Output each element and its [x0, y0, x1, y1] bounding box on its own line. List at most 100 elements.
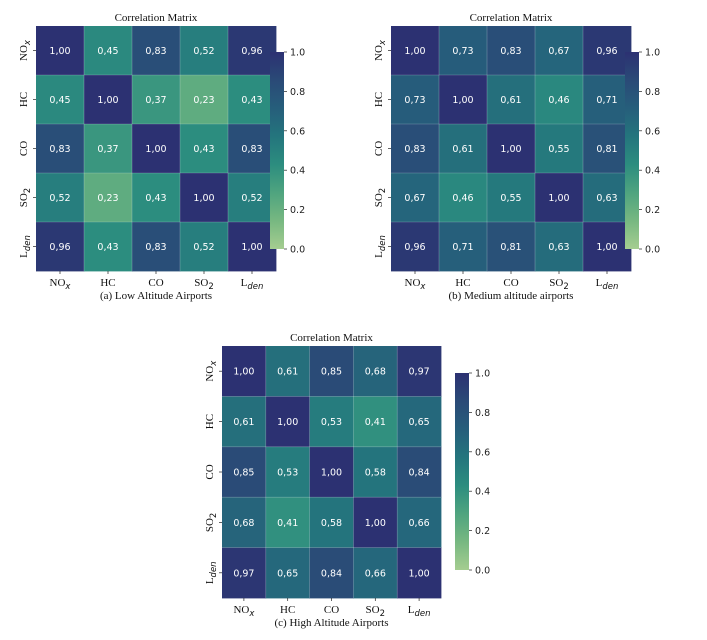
heatmap-cell [36, 222, 85, 272]
colorbar: 0.0 0.2 0.4 0.6 0.8 1.0 [270, 48, 305, 256]
chart-title: Correlation Matrix [290, 332, 373, 344]
cell-value-label: 0,83 [404, 144, 425, 155]
cell-value-label: 0,81 [596, 144, 617, 155]
x-tick-label: Lden [596, 277, 619, 292]
heatmap-cell [309, 547, 354, 599]
heatmap-cell [583, 124, 632, 174]
colorbar-tick-label: 0.2 [290, 205, 305, 216]
heatmap-cell [132, 222, 181, 272]
heatmap-cell [353, 396, 398, 448]
heatmap-cell [265, 547, 310, 599]
x-tick-label-subscript: 2 [208, 282, 213, 292]
cell-value-label: 0,23 [193, 95, 214, 106]
heatmap-cell [309, 396, 354, 448]
colorbar-tick-label: 0.4 [290, 166, 305, 177]
heatmap-cell [222, 396, 267, 448]
heatmap-cell [439, 124, 488, 174]
heatmap-cell [180, 124, 229, 174]
heatmap-cell [535, 124, 584, 174]
cell-value-label: 0,63 [548, 242, 569, 253]
colorbar-tick-label: 0.4 [475, 487, 490, 498]
y-tick-label: SO2 [373, 188, 388, 207]
chart-title: Correlation Matrix [115, 12, 198, 24]
cell-value-label: 0,65 [277, 568, 298, 579]
colorbar-tick-label: 0.0 [290, 245, 305, 256]
x-tick-label-subscript: x [64, 282, 71, 292]
colorbar-gradient [270, 52, 284, 249]
heatmap-cell [583, 26, 632, 76]
cell-value-label: 0,61 [277, 367, 298, 378]
heatmap-cell [84, 75, 133, 125]
heatmap-cell [36, 75, 85, 125]
x-tick-label: Lden [408, 604, 431, 619]
colorbar-tick-label: 0.4 [645, 166, 660, 177]
cell-value-label: 1,00 [596, 242, 617, 253]
heatmap-cell [397, 446, 442, 498]
cell-value-label: 0,84 [409, 468, 430, 479]
cell-value-label: 0,96 [596, 46, 617, 57]
cell-value-label: 0,52 [193, 242, 214, 253]
cell-value-label: 0,55 [500, 193, 521, 204]
colorbar-tick-label: 0.0 [645, 245, 660, 256]
figure-caption: (c) High Altitude Airports [275, 617, 389, 629]
cell-value-label: 0,41 [365, 417, 386, 428]
cell-value-label: 0,67 [548, 46, 569, 57]
x-tick-label: CO [148, 277, 163, 289]
cell-value-label: 0,71 [452, 242, 473, 253]
cell-value-label: 0,73 [452, 46, 473, 57]
colorbar-tick-label: 0.8 [290, 87, 305, 98]
y-tick-label: NOx [18, 39, 33, 61]
x-tick-label: HC [455, 277, 470, 289]
heatmap-cell [487, 222, 536, 272]
y-tick-label-subscript: den [23, 235, 33, 251]
cell-value-label: 0,52 [241, 193, 262, 204]
cell-value-label: 0,97 [233, 568, 254, 579]
colorbar: 0.0 0.2 0.4 0.6 0.8 1.0 [625, 48, 660, 256]
colorbar-tick-label: 0.8 [475, 408, 490, 419]
colorbar-tick-label: 0.2 [645, 205, 660, 216]
cell-value-label: 0,96 [241, 46, 262, 57]
chart-title: Correlation Matrix [470, 12, 553, 24]
x-tick-label-subscript: den [602, 282, 618, 292]
cell-value-label: 1,00 [233, 367, 254, 378]
x-tick-label: NOx [50, 277, 72, 292]
cell-value-label: 0,83 [241, 144, 262, 155]
colorbar-tick-label: 1.0 [475, 369, 490, 380]
heatmap-cell [487, 124, 536, 174]
cell-value-label: 0,53 [321, 417, 342, 428]
heatmap-cell [228, 26, 277, 76]
cell-value-label: 0,83 [49, 144, 70, 155]
heatmap-cell [583, 173, 632, 223]
heatmap-cell [583, 75, 632, 125]
cell-value-label: 0,61 [452, 144, 473, 155]
y-tick-label-subscript: den [378, 235, 388, 251]
colorbar: 0.0 0.2 0.4 0.6 0.8 1.0 [455, 369, 490, 577]
colorbar-tick-label: 0.6 [645, 126, 660, 137]
y-tick-label-subscript: 2 [378, 188, 388, 193]
colorbar-tick-label: 1.0 [290, 48, 305, 59]
cell-value-label: 0,66 [365, 568, 386, 579]
heatmap-cell [84, 26, 133, 76]
cell-value-label: 0,45 [49, 95, 70, 106]
y-tick-label: CO [373, 141, 385, 156]
cell-value-label: 1,00 [277, 417, 298, 428]
y-tick-label: HC [204, 414, 216, 429]
y-tick-label: Lden [373, 235, 388, 258]
heatmap-cell [265, 346, 310, 397]
heatmap-cell [487, 173, 536, 223]
heatmap-cell [397, 346, 442, 397]
heatmap-cell [535, 75, 584, 125]
x-tick-label: NOx [405, 277, 427, 292]
x-tick-label: HC [100, 277, 115, 289]
heatmap-cell [397, 547, 442, 599]
colorbar-tick-label: 0.2 [475, 526, 490, 537]
heatmap-cell [391, 75, 440, 125]
heatmap-panel-2: Correlation Matrix 1,00 0,73 0,83 0,67 0,96 0,… [373, 12, 660, 302]
heatmap-cell [180, 26, 229, 76]
cell-value-label: 0,68 [233, 518, 254, 529]
y-tick-label: HC [373, 92, 385, 107]
cell-value-label: 0,52 [49, 193, 70, 204]
y-tick-label-subscript: x [23, 39, 33, 46]
cell-value-label: 0,96 [49, 242, 70, 253]
cell-value-label: 0,43 [97, 242, 118, 253]
